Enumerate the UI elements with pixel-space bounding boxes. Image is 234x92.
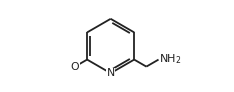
Text: NH$_2$: NH$_2$ <box>159 53 182 67</box>
Text: O: O <box>71 62 79 72</box>
Text: N: N <box>106 68 115 78</box>
